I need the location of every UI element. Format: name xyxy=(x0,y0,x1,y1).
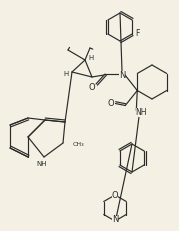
Text: O: O xyxy=(112,191,118,201)
Text: NH: NH xyxy=(136,108,147,117)
Text: F: F xyxy=(135,30,139,39)
Text: O: O xyxy=(108,99,115,108)
Text: N: N xyxy=(112,216,118,225)
Text: CH₃: CH₃ xyxy=(73,143,85,148)
Text: N: N xyxy=(119,70,125,79)
Text: NH: NH xyxy=(37,161,47,167)
Text: O: O xyxy=(89,82,95,91)
Text: H: H xyxy=(63,71,69,77)
Text: H: H xyxy=(88,55,94,61)
